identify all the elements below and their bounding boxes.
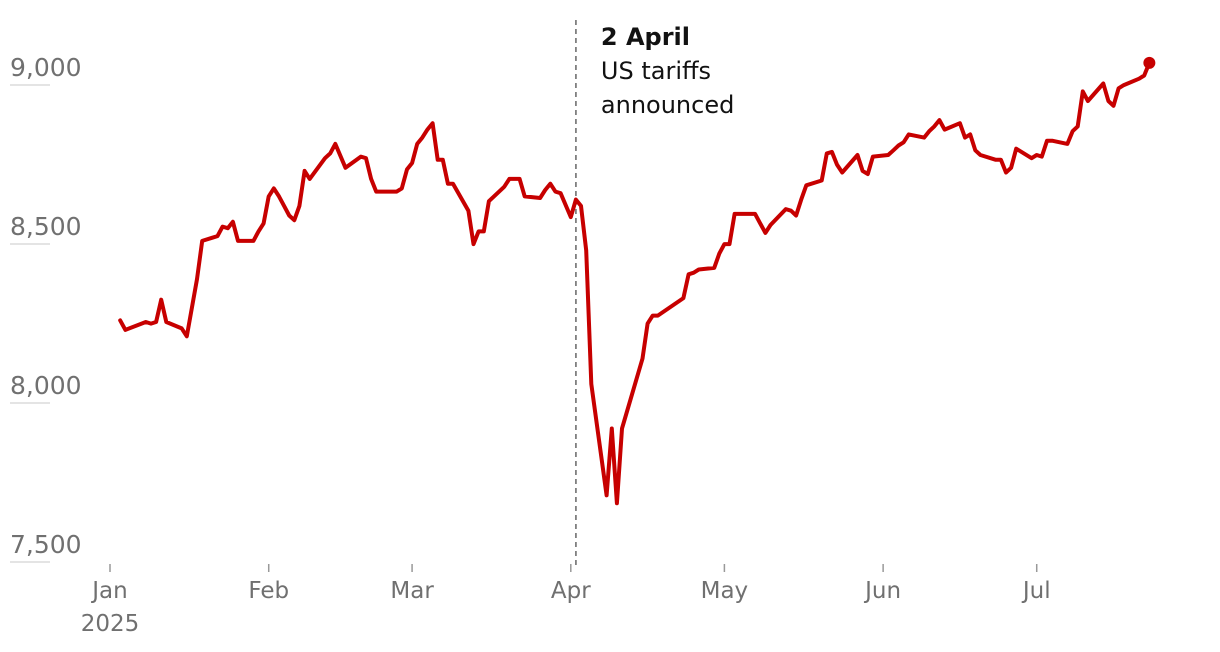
annotation-text-line-2: announced <box>601 91 734 119</box>
x-tick-label: Jun <box>863 578 901 604</box>
annotation-text-line-1: US tariffs <box>601 57 711 85</box>
x-tick-label: Jan <box>90 578 127 604</box>
series-end-point <box>1143 56 1156 69</box>
y-axis: 9,000 8,500 8,000 7,500 <box>10 53 82 563</box>
x-tick-label: May <box>701 578 749 604</box>
x-tick-label: Jul <box>1021 578 1051 604</box>
series-line <box>118 60 1152 506</box>
x-tick-label: Apr <box>551 578 591 604</box>
x-axis: Jan 2025 Feb Mar Apr May Jun Jul <box>81 564 1051 637</box>
x-tick-label: Feb <box>248 578 289 604</box>
y-tick-label: 8,000 <box>10 371 82 400</box>
y-tick-label: 8,500 <box>10 212 82 241</box>
tariff-annotation: 2 April US tariffs announced <box>575 20 734 566</box>
y-tick-label: 9,000 <box>10 53 82 82</box>
x-tick-sublabel: 2025 <box>81 611 140 637</box>
y-tick-label: 7,500 <box>10 530 82 559</box>
annotation-title: 2 April <box>601 23 690 51</box>
x-tick-label: Mar <box>390 578 434 604</box>
